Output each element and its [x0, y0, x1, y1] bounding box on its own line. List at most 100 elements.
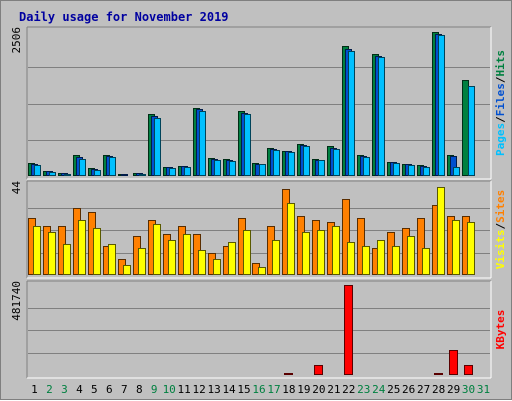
- bar-kbytes-day-29: [449, 350, 458, 375]
- bar-visits-day-8: [138, 248, 146, 275]
- y-max-label: 44: [10, 181, 23, 195]
- bar-pages-day-2: [49, 172, 56, 176]
- bar-kbytes-day-22: [344, 285, 353, 375]
- bar-visits-day-4: [78, 220, 86, 275]
- bar-visits-day-20: [317, 230, 325, 275]
- x-tick-label-day-2: 2: [46, 383, 53, 396]
- bar-visits-day-13: [213, 259, 221, 275]
- bar-pages-day-26: [408, 165, 415, 176]
- x-tick-label-day-26: 26: [402, 383, 415, 396]
- x-tick-label-day-16: 16: [252, 383, 265, 396]
- bar-pages-day-23: [363, 157, 370, 176]
- bar-pages-day-9: [154, 118, 161, 176]
- x-tick-label-day-10: 10: [163, 383, 176, 396]
- x-tick-label-day-6: 6: [106, 383, 113, 396]
- bar-visits-day-1: [33, 226, 41, 275]
- y-max-label: 481740: [10, 281, 23, 321]
- x-tick-label-day-29: 29: [447, 383, 460, 396]
- bar-visits-day-12: [198, 250, 206, 275]
- x-tick-label-day-23: 23: [357, 383, 370, 396]
- bar-visits-day-5: [93, 228, 101, 275]
- bar-visits-day-11: [183, 234, 191, 275]
- legend-visits-sites: Visits/Sites: [494, 190, 507, 270]
- x-tick-label-day-28: 28: [432, 383, 445, 396]
- bar-pages-day-3: [64, 174, 71, 176]
- bar-kbytes-day-30: [464, 365, 473, 375]
- panel-kbytes: 481740 KBytes: [10, 280, 507, 379]
- legend-entry-sites: Sites: [494, 190, 507, 223]
- legend-entry-hits: Hits: [494, 50, 507, 77]
- x-tick-label-day-31: 31: [477, 383, 490, 396]
- x-tick-label-day-8: 8: [136, 383, 143, 396]
- legend-separator: /: [494, 116, 507, 123]
- legend-hits-files-pages: Pages/Files/Hits: [494, 50, 507, 156]
- x-tick-label-day-25: 25: [387, 383, 400, 396]
- bar-visits-day-26: [407, 236, 415, 275]
- x-tick-label-day-15: 15: [237, 383, 250, 396]
- bar-visits-day-9: [153, 224, 161, 275]
- legend-separator: /: [494, 76, 507, 83]
- plot-layer: 2506Pages/Files/Hits44Visits/Sites481740…: [10, 26, 507, 396]
- bar-pages-day-12: [199, 111, 206, 176]
- bar-visits-day-18: [287, 203, 295, 275]
- bar-visits-day-19: [302, 232, 310, 275]
- bar-pages-day-8: [139, 174, 146, 176]
- x-tick-label-day-20: 20: [312, 383, 325, 396]
- bar-pages-day-10: [169, 168, 176, 176]
- bar-visits-day-25: [392, 246, 400, 275]
- bar-visits-day-30: [467, 222, 475, 275]
- bar-pages-day-24: [378, 57, 385, 176]
- bar-pages-day-30: [468, 86, 475, 176]
- legend-kbytes: KBytes: [494, 310, 507, 350]
- x-tick-label-day-21: 21: [327, 383, 340, 396]
- bar-pages-day-6: [109, 157, 116, 176]
- bar-visits-day-16: [258, 267, 266, 275]
- bar-pages-day-1: [34, 165, 41, 176]
- bar-pages-day-13: [214, 160, 221, 176]
- bar-visits-day-27: [422, 248, 430, 275]
- legend-entry-kbytes: KBytes: [494, 310, 507, 350]
- bar-pages-day-27: [423, 167, 430, 176]
- bar-visits-day-21: [332, 226, 340, 275]
- bar-visits-day-6: [108, 244, 116, 275]
- bar-pages-day-14: [229, 161, 236, 176]
- panel-background: [27, 281, 491, 378]
- x-tick-label-day-7: 7: [121, 383, 128, 396]
- x-tick-label-day-17: 17: [267, 383, 280, 396]
- bar-visits-day-22: [347, 242, 355, 275]
- bar-kbytes-day-20: [314, 365, 323, 375]
- bar-visits-day-17: [272, 240, 280, 275]
- bar-pages-day-20: [318, 160, 325, 176]
- legend-entry-pages: Pages: [494, 123, 507, 156]
- panel-visits-sites: 44 Visits/Sites: [10, 180, 507, 279]
- x-tick-label-day-19: 19: [297, 383, 310, 396]
- bar-visits-day-14: [228, 242, 236, 275]
- bar-visits-day-2: [48, 232, 56, 275]
- bar-pages-day-4: [79, 159, 86, 176]
- bar-pages-day-11: [184, 167, 191, 176]
- bar-hits-day-30: [462, 80, 469, 176]
- x-tick-label-day-4: 4: [76, 383, 83, 396]
- bar-visits-day-29: [452, 220, 460, 275]
- bar-visits-day-10: [168, 240, 176, 275]
- bar-kbytes-day-18: [284, 373, 293, 375]
- bar-pages-day-29: [453, 167, 460, 176]
- legend-entry-visits: Visits: [494, 230, 507, 270]
- bar-pages-day-21: [333, 149, 340, 176]
- bar-visits-day-23: [362, 246, 370, 275]
- bar-sites-day-22: [342, 199, 350, 275]
- chart-title: Daily usage for November 2019: [19, 10, 229, 24]
- x-tick-label-day-11: 11: [178, 383, 191, 396]
- x-tick-label-day-24: 24: [372, 383, 386, 396]
- x-tick-label-day-5: 5: [91, 383, 98, 396]
- panel-background: [27, 27, 491, 179]
- bar-visits-day-15: [243, 230, 251, 275]
- x-tick-label-day-18: 18: [282, 383, 295, 396]
- x-tick-label-day-14: 14: [222, 383, 236, 396]
- x-tick-label-day-13: 13: [207, 383, 220, 396]
- x-tick-label-day-12: 12: [193, 383, 206, 396]
- bar-pages-day-17: [273, 150, 280, 176]
